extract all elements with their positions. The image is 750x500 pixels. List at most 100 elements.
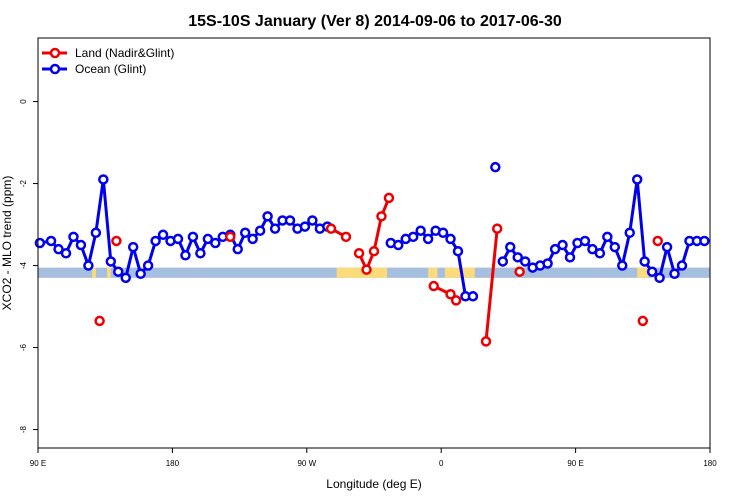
ocean-point bbox=[490, 161, 501, 173]
ocean-point bbox=[127, 241, 139, 253]
ocean-point bbox=[150, 235, 161, 247]
ocean-point bbox=[53, 243, 64, 255]
land-point bbox=[383, 192, 395, 204]
ocean-point bbox=[661, 241, 673, 253]
land-point bbox=[368, 245, 380, 257]
ocean-point bbox=[639, 256, 650, 267]
band-land-2 bbox=[336, 267, 388, 278]
ocean-point bbox=[579, 235, 591, 247]
ocean-point bbox=[247, 233, 258, 245]
ocean-point bbox=[609, 241, 621, 253]
ocean-point bbox=[239, 227, 251, 238]
legend-land-label: Land (Nadir&Glint) bbox=[75, 46, 174, 60]
ocean-point bbox=[254, 225, 266, 236]
ocean-point bbox=[594, 248, 606, 259]
y-tick-label: 0 bbox=[19, 99, 28, 104]
ocean-point bbox=[512, 252, 523, 263]
land-line-3 bbox=[484, 228, 499, 342]
chart-title: 15S-10S January (Ver 8) 2014-09-06 to 20… bbox=[188, 13, 562, 30]
ocean-point bbox=[60, 248, 72, 259]
ocean-point bbox=[299, 221, 311, 232]
x-tick-label: 90 W bbox=[297, 459, 316, 468]
ocean-point bbox=[564, 252, 576, 263]
ocean-point bbox=[669, 268, 680, 279]
ocean-point bbox=[307, 215, 318, 226]
ocean-point bbox=[631, 174, 643, 185]
legend-land-marker bbox=[49, 47, 61, 59]
x-tick-label: 180 bbox=[166, 459, 180, 468]
ocean-point bbox=[415, 225, 426, 236]
ocean-point bbox=[497, 256, 509, 267]
legend-ocean-marker bbox=[49, 63, 61, 75]
ocean-point bbox=[699, 235, 710, 247]
ocean-point bbox=[195, 248, 206, 259]
ocean-point bbox=[654, 272, 665, 284]
ocean-point bbox=[549, 243, 561, 255]
ocean-point bbox=[262, 211, 273, 222]
ocean-point bbox=[202, 233, 214, 245]
ocean-point bbox=[437, 227, 449, 238]
ocean-point bbox=[617, 260, 628, 271]
land-point bbox=[514, 266, 525, 277]
ocean-point bbox=[284, 215, 296, 226]
ocean-point bbox=[105, 256, 117, 267]
y-tick-label: -8 bbox=[19, 425, 28, 433]
ocean-point bbox=[120, 272, 131, 284]
band-land-0 bbox=[92, 267, 96, 278]
ocean-point bbox=[83, 260, 94, 271]
land-point bbox=[491, 223, 503, 234]
x-tick-label: 90 E bbox=[567, 459, 583, 468]
ocean-point bbox=[157, 229, 169, 241]
legend-ocean-label: Ocean (Glint) bbox=[75, 62, 146, 76]
ocean-point bbox=[75, 239, 87, 251]
band-land-1 bbox=[107, 267, 111, 278]
ocean-point bbox=[557, 239, 568, 251]
ocean-point bbox=[519, 256, 531, 267]
y-axis-ticks: 0 -2 -4 -6 -8 bbox=[19, 99, 38, 433]
x-tick-label: 180 bbox=[703, 459, 717, 468]
ocean-point bbox=[445, 233, 456, 245]
land-point bbox=[428, 280, 439, 292]
land-point bbox=[340, 231, 352, 243]
land-point bbox=[445, 289, 456, 300]
land-point bbox=[376, 211, 387, 222]
ocean-point bbox=[90, 227, 102, 238]
ocean-point bbox=[45, 235, 57, 247]
ocean-point bbox=[467, 291, 479, 302]
land-point bbox=[111, 235, 122, 247]
ocean-point bbox=[422, 233, 434, 245]
x-axis-label: Longitude (deg E) bbox=[326, 477, 421, 491]
land-point bbox=[225, 231, 236, 243]
land-point bbox=[637, 315, 649, 327]
ocean-point bbox=[542, 258, 553, 269]
ocean-point bbox=[407, 231, 419, 243]
ocean-point bbox=[269, 223, 281, 234]
band-land-5 bbox=[433, 267, 438, 278]
x-axis-ticks: 90 E 180 90 W 0 90 E 180 bbox=[30, 448, 717, 468]
land-point bbox=[94, 315, 105, 327]
ocean-point bbox=[624, 227, 635, 238]
plot-frame bbox=[37, 37, 711, 449]
series-land bbox=[94, 192, 663, 347]
land-point bbox=[480, 336, 492, 347]
ocean-point bbox=[393, 239, 404, 251]
ocean-point bbox=[172, 233, 184, 245]
series-ocean bbox=[34, 161, 710, 302]
ocean-point bbox=[142, 260, 154, 271]
land-line-1 bbox=[357, 197, 391, 272]
y-tick-label: -6 bbox=[19, 343, 28, 351]
ocean-point bbox=[113, 266, 124, 277]
ocean-point bbox=[135, 268, 146, 279]
ocean-point bbox=[505, 241, 516, 253]
series-layer bbox=[34, 161, 710, 347]
ocean-point bbox=[210, 237, 221, 249]
band-land-3 bbox=[428, 267, 432, 278]
ocean-point bbox=[187, 231, 199, 243]
legend: Land (Nadir&Glint) Ocean (Glint) bbox=[42, 46, 174, 76]
ocean-point bbox=[98, 174, 109, 185]
ocean-point bbox=[602, 231, 613, 243]
band-land-7 bbox=[637, 267, 649, 278]
land-point bbox=[652, 235, 663, 247]
ocean-line-0 bbox=[39, 177, 328, 280]
